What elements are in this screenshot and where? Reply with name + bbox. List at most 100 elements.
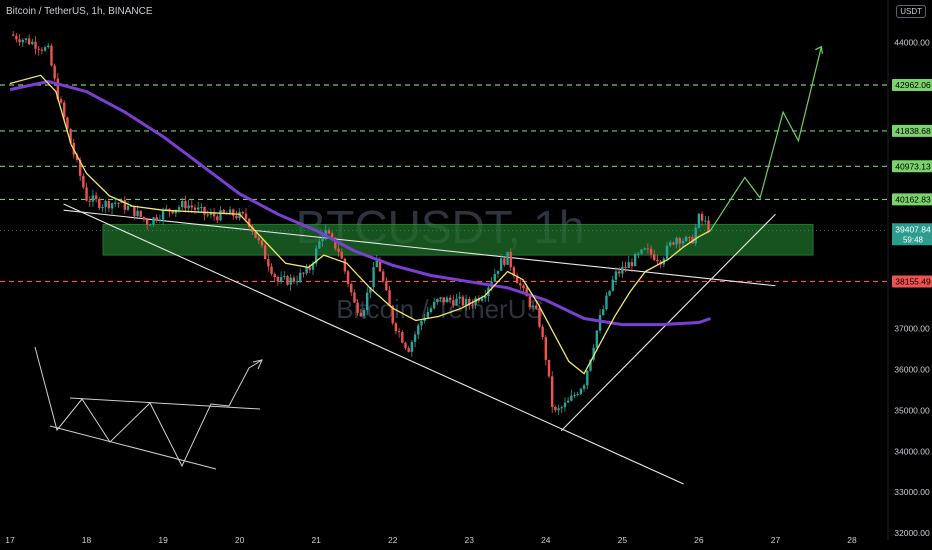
candle-body	[209, 213, 213, 216]
candle-body	[273, 273, 276, 277]
candle-body	[401, 332, 404, 343]
candle-body	[257, 237, 260, 241]
currency-badge[interactable]: USDT	[896, 5, 926, 18]
candle-body	[385, 280, 388, 291]
candle-body	[372, 267, 375, 288]
candle-body	[43, 47, 47, 51]
current-price-value: 39407.84	[895, 224, 931, 234]
candle-body	[672, 242, 675, 245]
candle-body	[21, 39, 24, 43]
current-price-box	[892, 223, 932, 246]
level-label-box	[892, 275, 932, 288]
candle-body	[359, 312, 363, 317]
candle-body	[222, 210, 225, 214]
candle-body	[391, 305, 394, 324]
level-label: 40973.13	[895, 161, 931, 171]
x-tick-label: 19	[158, 535, 168, 545]
candle-body	[276, 276, 280, 282]
candle-body	[589, 359, 592, 371]
level-label-box	[892, 124, 932, 137]
candle-body	[700, 213, 704, 221]
candle-body	[653, 254, 656, 261]
candle-body	[47, 45, 50, 48]
candle-body	[417, 325, 420, 335]
candle-body	[445, 297, 449, 303]
candle-body	[506, 251, 509, 265]
level-label: 38155.49	[895, 276, 931, 286]
candle-body	[241, 211, 245, 214]
candle-body	[503, 258, 506, 265]
candle-body	[436, 299, 439, 302]
candle-body	[614, 271, 618, 280]
level-label: 42962.06	[895, 80, 931, 90]
candle-body	[356, 302, 359, 313]
candle-body	[656, 260, 659, 262]
candle-body	[219, 210, 222, 221]
candle-body	[531, 305, 535, 308]
candle-body	[649, 248, 653, 255]
candle-body	[251, 226, 254, 232]
candle-body	[592, 347, 595, 360]
candle-body	[554, 406, 557, 411]
candle-body	[101, 206, 104, 209]
candle-body	[442, 297, 445, 303]
candle-body	[499, 258, 503, 271]
pattern-sketch-resistance	[69, 397, 261, 410]
candle-body	[643, 248, 646, 250]
candle-body	[327, 230, 331, 234]
candle-body	[547, 359, 551, 377]
candle-body	[605, 295, 608, 310]
candle-body	[509, 251, 512, 268]
candle-body	[573, 394, 576, 396]
candle-body	[346, 271, 350, 285]
candle-body	[471, 305, 474, 307]
candle-body	[107, 200, 111, 209]
y-tick-label: 36000.00	[894, 365, 930, 375]
candle-body	[455, 298, 458, 306]
x-tick-label: 21	[311, 535, 321, 545]
candle-body	[646, 248, 650, 250]
candle-body	[139, 210, 142, 217]
candle-body	[82, 175, 85, 188]
candle-body	[63, 102, 66, 118]
candle-body	[133, 205, 136, 217]
candle-body	[528, 296, 532, 308]
candle-body	[563, 402, 567, 408]
candle-body	[665, 245, 669, 259]
candle-body	[624, 266, 627, 268]
candle-body	[637, 253, 640, 255]
candle-body	[550, 376, 554, 407]
candle-body	[707, 220, 710, 232]
candle-body	[129, 205, 133, 207]
y-tick-label: 35000.00	[894, 405, 930, 415]
candle-body	[50, 45, 53, 66]
candle-body	[394, 323, 398, 332]
candle-body	[330, 233, 334, 238]
candle-body	[595, 330, 599, 348]
trendline	[63, 203, 684, 485]
candle-body	[88, 200, 91, 202]
candle-body	[244, 213, 248, 219]
candle-body	[152, 217, 155, 225]
candle-body	[248, 218, 251, 227]
candle-body	[254, 231, 257, 238]
candle-body	[69, 128, 72, 143]
candle-body	[337, 248, 340, 252]
candle-body	[53, 65, 56, 79]
candle-body	[452, 300, 455, 306]
projection-arrowhead	[815, 45, 823, 54]
x-tick-label: 26	[694, 535, 704, 545]
candle-body	[66, 117, 69, 129]
candle-body	[621, 266, 624, 274]
candle-body	[586, 370, 589, 386]
candle-body	[24, 38, 28, 40]
candle-body	[570, 395, 573, 401]
candle-body	[598, 315, 602, 331]
candle-body	[228, 209, 232, 215]
candle-body	[544, 337, 548, 360]
candle-body	[397, 331, 401, 333]
candle-body	[519, 283, 522, 286]
candle-body	[286, 276, 289, 285]
candle-body	[640, 249, 643, 254]
